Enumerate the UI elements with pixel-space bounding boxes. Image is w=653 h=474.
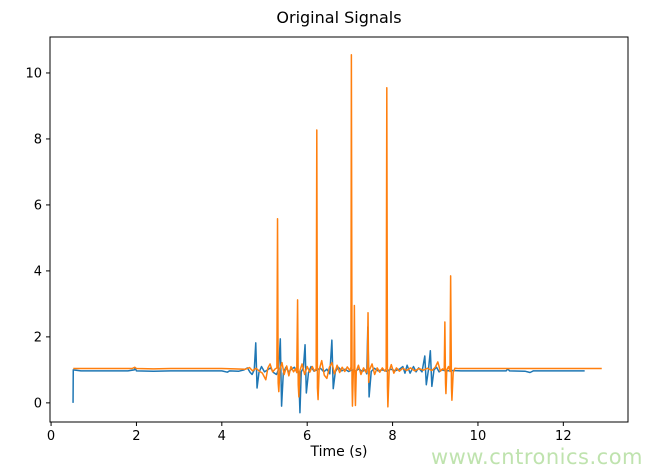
y-tick-label: 10: [25, 66, 42, 81]
y-tick-label: 2: [34, 330, 42, 345]
y-tick-label: 4: [34, 264, 42, 279]
chart-title: Original Signals: [276, 8, 402, 27]
x-tick-label: 8: [388, 429, 396, 444]
watermark: www.cntronics.com: [430, 445, 643, 469]
y-tick-label: 8: [34, 132, 42, 147]
x-tick-label: 12: [555, 429, 572, 444]
axes-spines: [49, 36, 629, 423]
x-tick-label: 4: [218, 429, 226, 444]
x-axis-label: Time (s): [310, 444, 368, 460]
series-line-signal-2-orange: [73, 54, 602, 408]
x-tick-label: 10: [470, 429, 487, 444]
x-tick-label: 2: [132, 429, 140, 444]
x-tick-label: 0: [47, 429, 55, 444]
x-tick-label: 6: [303, 429, 311, 444]
y-tick-label: 6: [34, 198, 42, 213]
y-tick-label: 0: [34, 396, 42, 411]
